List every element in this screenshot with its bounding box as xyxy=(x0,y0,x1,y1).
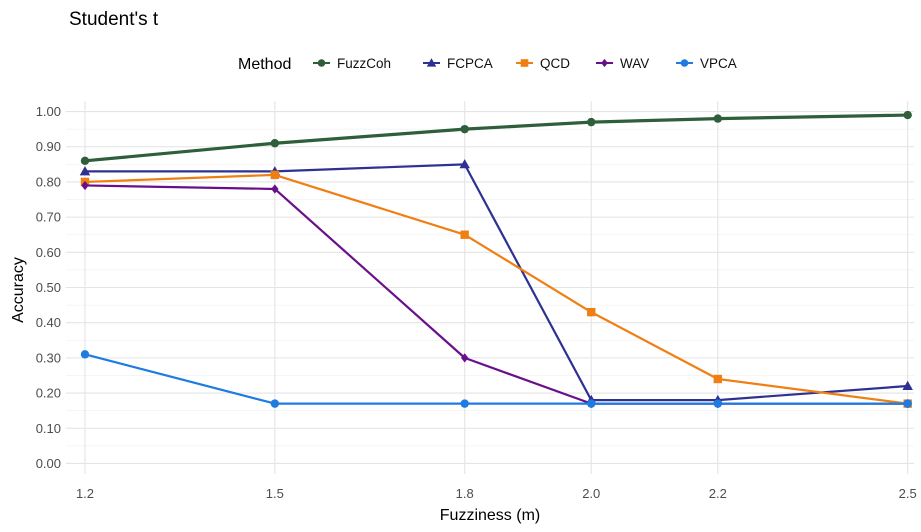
y-tick-label: 0.60 xyxy=(36,245,61,260)
data-point-wav xyxy=(460,353,469,363)
x-tick-label: 1.8 xyxy=(456,486,474,501)
data-point-fuzzcoh xyxy=(270,139,280,148)
legend-label-fuzzcoh: FuzzCoh xyxy=(337,56,391,71)
series-layer xyxy=(79,110,913,409)
data-point-fuzzcoh xyxy=(587,117,596,127)
data-point-fcpca xyxy=(902,380,913,390)
y-tick-label: 0.70 xyxy=(36,210,61,225)
data-point-wav xyxy=(81,180,89,191)
data-point-wav xyxy=(271,184,279,194)
series-line-vpca xyxy=(84,353,908,405)
legend-marker-fuzzcoh xyxy=(317,59,326,67)
y-axis-title: Accuracy xyxy=(10,257,27,323)
y-tick-label: 0.90 xyxy=(36,139,61,154)
data-point-fcpca xyxy=(79,166,91,176)
data-point-fcpca xyxy=(459,159,470,169)
y-tick-label: 1.00 xyxy=(36,104,61,119)
grid xyxy=(66,101,914,474)
legend-marker-qcd xyxy=(520,59,529,67)
data-point-vpca xyxy=(903,399,912,408)
x-tick-label: 2.2 xyxy=(709,486,727,501)
legend-marker-fcpca xyxy=(426,58,437,67)
legend-label-fcpca: FCPCA xyxy=(447,56,493,71)
x-tick-label: 1.2 xyxy=(76,486,94,501)
data-point-vpca xyxy=(80,350,90,359)
x-tick-label: 1.5 xyxy=(266,486,284,501)
series-fuzzcoh xyxy=(80,110,912,166)
legend: Method FuzzCoh FCPCA QCD WAV VPCA xyxy=(238,56,737,73)
data-point-vpca xyxy=(713,399,723,408)
data-point-qcd xyxy=(460,230,469,239)
legend-item-fuzzcoh: FuzzCoh xyxy=(313,56,391,71)
legend-label-qcd: QCD xyxy=(540,56,570,71)
legend-label-wav: WAV xyxy=(620,56,649,71)
series-line-qcd xyxy=(84,173,908,405)
series-wav xyxy=(81,180,912,409)
x-axis-title: Fuzziness (m) xyxy=(440,507,540,524)
legend-marker-wav xyxy=(601,58,608,68)
y-tick-label: 0.50 xyxy=(36,280,61,295)
series-line-wav xyxy=(84,184,908,405)
y-tick-label: 0.10 xyxy=(36,421,61,436)
series-line-fcpca xyxy=(84,163,908,402)
legend-marker-vpca xyxy=(680,59,689,67)
y-tick-label: 0.30 xyxy=(36,350,61,365)
legend-item-vpca: VPCA xyxy=(676,56,737,71)
x-tick-label: 2.5 xyxy=(899,486,917,501)
series-vpca xyxy=(80,350,912,408)
data-point-fuzzcoh xyxy=(713,114,723,123)
y-tick-label: 0.80 xyxy=(36,174,61,189)
series-fcpca xyxy=(79,159,913,405)
series-line-fuzzcoh xyxy=(84,113,908,163)
series-qcd xyxy=(80,170,912,408)
data-point-qcd xyxy=(713,374,723,384)
data-point-qcd xyxy=(587,307,596,317)
x-axis-ticks: 1.2 1.5 1.8 2.0 2.2 2.5 xyxy=(76,486,917,501)
legend-item-qcd: QCD xyxy=(516,56,570,71)
chart-title: Student's t xyxy=(69,9,159,30)
legend-title: Method xyxy=(238,56,291,73)
y-tick-label: 0.40 xyxy=(36,315,61,330)
data-point-vpca xyxy=(587,399,596,408)
data-point-vpca xyxy=(270,399,280,408)
x-tick-label: 2.0 xyxy=(582,486,600,501)
y-tick-label: 0.00 xyxy=(36,456,61,471)
legend-item-fcpca: FCPCA xyxy=(423,56,493,71)
y-axis-ticks: 0.00 0.10 0.20 0.30 0.40 0.50 0.60 0.70 0.80 0.90… xyxy=(36,104,61,471)
legend-item-wav: WAV xyxy=(596,56,649,71)
legend-label-vpca: VPCA xyxy=(700,56,737,71)
data-point-qcd xyxy=(270,170,280,180)
y-tick-label: 0.20 xyxy=(36,386,61,401)
data-point-fuzzcoh xyxy=(460,124,469,134)
data-point-vpca xyxy=(460,399,469,408)
data-point-fuzzcoh xyxy=(80,156,90,166)
data-point-fuzzcoh xyxy=(903,110,912,120)
